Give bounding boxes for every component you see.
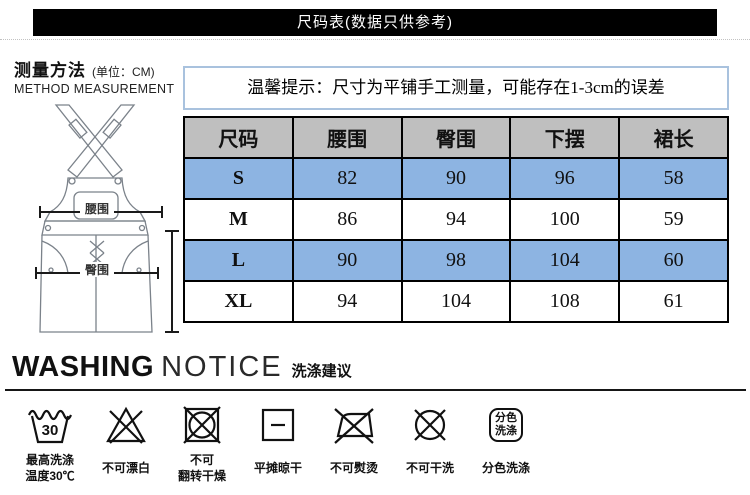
wash-item-label: 不可熨烫 (329, 461, 378, 476)
washing-title-bold: WASHING (12, 351, 155, 383)
measurement-title-cn: 测量方法 (14, 61, 86, 80)
washing-divider (5, 389, 746, 391)
washing-icons-row: 30 最高洗涤 温度30℃ 不可漂白 (12, 400, 544, 485)
cell-hem: 100 (509, 198, 621, 241)
measurement-header: 测量方法 (单位：CM) (10, 56, 182, 81)
wash-item-label: 平摊晾干 (253, 461, 302, 476)
cell-waist: 86 (291, 198, 403, 241)
cell-length: 60 (618, 239, 729, 282)
cell-length: 59 (618, 198, 729, 241)
wash-item-label: 不可干洗 (405, 461, 454, 476)
wash-item-no-bleach: 不可漂白 (88, 400, 164, 485)
hip-label: 臀围 (85, 262, 109, 277)
washing-title-light: NOTICE (161, 351, 283, 383)
table-row: L 90 98 104 60 (183, 239, 729, 282)
table-row: XL 94 104 108 61 (183, 280, 729, 323)
cell-length: 61 (618, 280, 729, 323)
table-row: M 86 94 100 59 (183, 198, 729, 241)
col-header-hip: 臀围 (400, 116, 512, 159)
cell-size: XL (183, 280, 294, 323)
washing-notice-title: WASHING NOTICE 洗涤建议 (12, 351, 352, 384)
no-bleach-icon (103, 400, 149, 450)
cell-length: 58 (618, 157, 729, 200)
dry-flat-icon (255, 400, 301, 450)
waist-label: 腰围 (84, 201, 109, 216)
color-separate-badge: 分色 洗涤 (489, 407, 523, 443)
cell-waist: 90 (291, 239, 403, 282)
no-tumble-dry-icon (179, 400, 225, 450)
size-table: 尺码 腰围 臀围 下摆 裙长 S 82 90 96 58 M 86 (183, 116, 729, 323)
cell-hem: 104 (509, 239, 621, 282)
col-header-hem: 下摆 (509, 116, 621, 159)
color-separate-icon: 分色 洗涤 (489, 400, 523, 450)
no-iron-icon (331, 400, 377, 450)
measurement-unit: (单位：CM) (92, 65, 155, 79)
cell-waist: 82 (291, 157, 403, 200)
washing-title-cn: 洗涤建议 (291, 363, 352, 380)
wash-30-icon: 30 (27, 400, 73, 450)
size-table-panel: 温馨提示：尺寸为平铺手工测量，可能存在1-3cm的误差 尺码 腰围 臀围 下摆 … (183, 66, 729, 323)
cell-hip: 94 (400, 198, 512, 241)
measurement-title-en: METHOD MEASUREMENT (14, 82, 175, 96)
wash-item-dry-flat: 平摊晾干 (240, 400, 316, 485)
cell-hip: 90 (400, 157, 512, 200)
wash-item-max-temp: 30 最高洗涤 温度30℃ (12, 400, 88, 485)
wash-item-no-iron: 不可熨烫 (316, 400, 392, 485)
hip-label-bg (80, 262, 114, 277)
col-header-size: 尺码 (183, 116, 294, 159)
dotted-divider (0, 39, 750, 40)
col-header-waist: 腰围 (291, 116, 403, 159)
wash-item-no-tumble-dry: 不可 翻转干燥 (164, 400, 240, 485)
waist-label-bg (80, 201, 114, 216)
wash-item-label: 最高洗涤 温度30℃ (25, 453, 75, 483)
wash-item-label: 不可漂白 (101, 461, 150, 476)
tip-box: 温馨提示：尺寸为平铺手工测量，可能存在1-3cm的误差 (183, 66, 729, 110)
svg-text:30: 30 (42, 422, 59, 439)
table-header-row: 尺码 腰围 臀围 下摆 裙长 (183, 116, 729, 159)
cell-hem: 96 (509, 157, 621, 200)
cell-hem: 108 (509, 280, 621, 323)
cell-hip: 104 (400, 280, 512, 323)
garment-outline (39, 104, 153, 333)
no-dry-clean-icon (407, 400, 453, 450)
table-row: S 82 90 96 58 (183, 157, 729, 200)
cell-size: L (183, 239, 294, 282)
page-title-bar: 尺码表(数据只供参考) (33, 9, 717, 36)
cell-hip: 98 (400, 239, 512, 282)
measurement-panel: 测量方法 (单位：CM) METHOD MEASUREMENT (10, 56, 182, 340)
garment-diagram: 腰围 臀围 (35, 104, 179, 333)
wash-item-label: 不可 翻转干燥 (177, 453, 226, 483)
cell-size: S (183, 157, 294, 200)
cell-size: M (183, 198, 294, 241)
wash-item-color-separate: 分色 洗涤 分色洗涤 (468, 400, 544, 485)
wash-item-label: 分色洗涤 (481, 461, 530, 476)
col-header-length: 裙长 (618, 116, 729, 159)
cell-waist: 94 (291, 280, 403, 323)
wash-item-no-dry-clean: 不可干洗 (392, 400, 468, 485)
